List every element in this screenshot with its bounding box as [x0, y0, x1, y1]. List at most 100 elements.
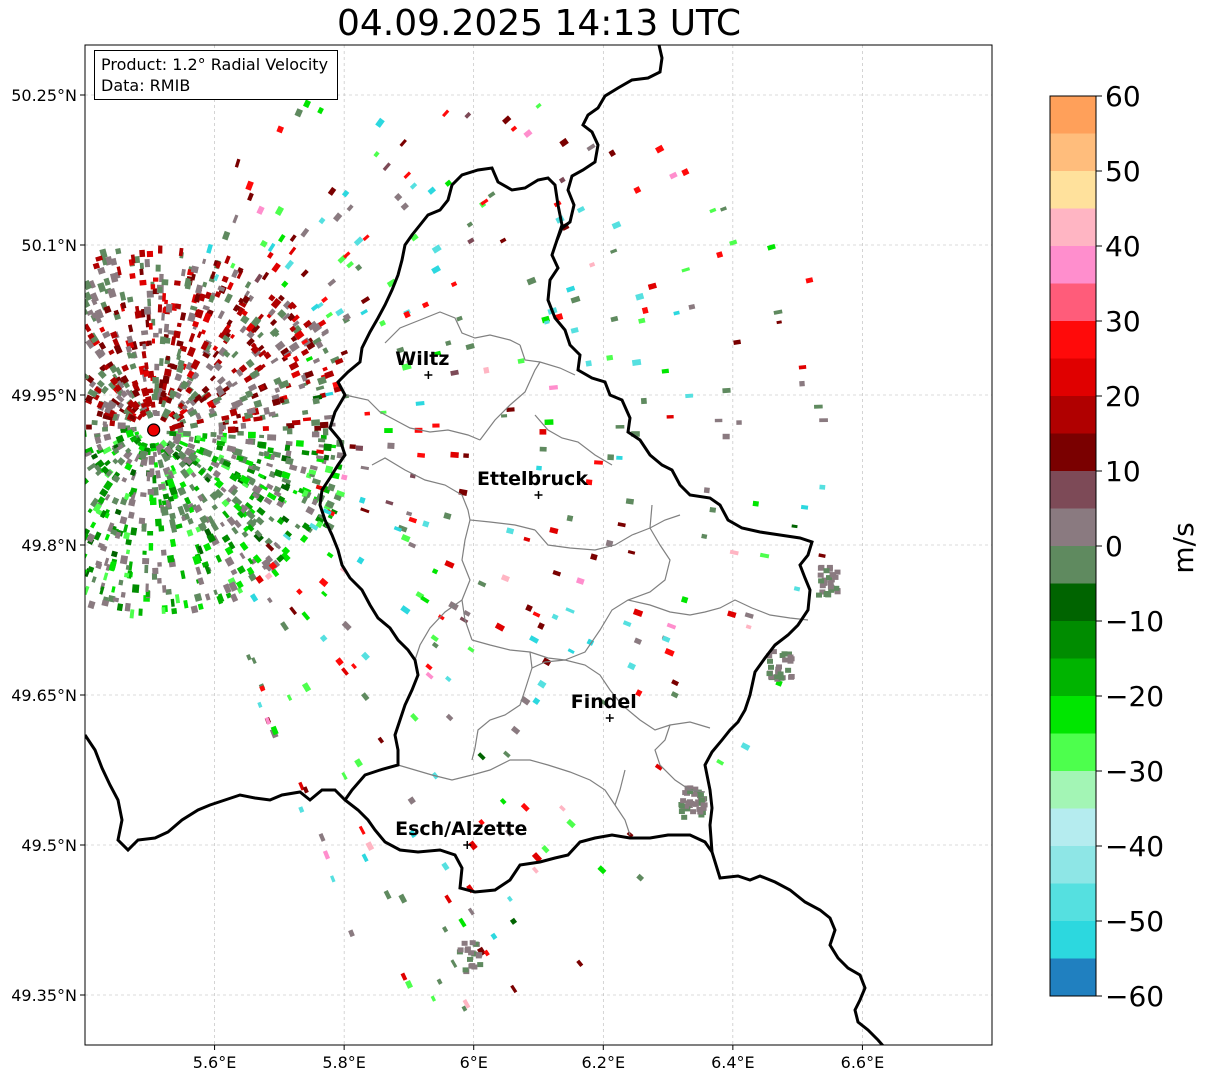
echo-pixel [827, 584, 834, 590]
echo-pixel [164, 337, 171, 344]
echo-pixel [605, 539, 614, 548]
echo-pixel [759, 552, 770, 559]
tick-label-lon: 5.6°E [193, 1053, 237, 1072]
echo-pixel [202, 281, 208, 288]
echo-pixel [239, 474, 251, 485]
echo-pixel [239, 552, 246, 560]
echo-pixel [187, 452, 198, 462]
echo-pixel [251, 518, 258, 524]
echo-pixel [134, 431, 140, 436]
echo-pixel [121, 364, 130, 372]
echo-pixel [654, 763, 663, 771]
echo-pixel [206, 399, 215, 408]
echo-pixel [226, 281, 234, 291]
echo-pixel [450, 281, 458, 288]
echo-pixel [206, 243, 213, 254]
echo-pixel [241, 482, 249, 489]
echo-pixel [322, 347, 329, 355]
echo-pixel [157, 562, 162, 567]
echo-pixel [94, 464, 102, 472]
echo-pixel [322, 366, 328, 372]
echo-pixel [698, 812, 705, 818]
echo-pixel [397, 524, 408, 533]
echo-pixel [793, 586, 801, 592]
echo-pixel [245, 358, 255, 369]
echo-pixel [240, 422, 247, 429]
echo-pixel [215, 261, 222, 269]
tick-label-lat: 50.1°N [21, 236, 77, 255]
echo-pixel [818, 578, 825, 584]
echo-pixel [161, 408, 172, 419]
echo-pixel [463, 610, 471, 617]
echo-pixel [477, 962, 484, 968]
echo-pixel [464, 111, 472, 119]
echo-pixel [301, 489, 309, 499]
echo-pixel [445, 675, 452, 683]
colorbar-tick-label: −50 [1105, 905, 1164, 938]
echo-pixel [123, 531, 131, 540]
echo-pixel [180, 380, 190, 390]
echo-pixel [627, 662, 636, 671]
echo-pixel [330, 508, 338, 515]
echo-pixel [532, 611, 541, 618]
echo-pixel [576, 577, 585, 585]
echo-pixel [230, 593, 239, 603]
echo-pixel [319, 634, 328, 643]
echo-pixel [819, 418, 828, 423]
echo-pixel [740, 742, 751, 751]
echo-pixel [144, 564, 149, 574]
echo-pixel [216, 444, 224, 451]
echo-pixel [768, 674, 775, 680]
echo-pixel [268, 411, 276, 417]
echo-pixel [96, 410, 104, 418]
echo-pixel [268, 308, 276, 317]
echo-pixel [477, 752, 486, 761]
echo-pixel [99, 326, 106, 333]
echo-pixel [229, 333, 236, 340]
echo-pixel [226, 445, 236, 453]
echo-pixel [210, 459, 220, 469]
echo-pixel [139, 268, 144, 276]
tick-label-lon: 6.6°E [841, 1053, 885, 1072]
echo-pixel [480, 198, 489, 206]
colorbar-band [1050, 508, 1096, 547]
echo-pixel [320, 434, 327, 440]
echo-pixel [286, 312, 296, 322]
echo-pixel [611, 220, 622, 230]
echo-pixel [231, 526, 239, 535]
echo-pixel [271, 398, 281, 407]
echo-pixel [212, 345, 219, 352]
echo-pixel [531, 852, 543, 863]
echo-pixel [85, 585, 90, 596]
echo-pixel [631, 431, 640, 437]
echo-pixel [125, 389, 133, 398]
echo-pixel [291, 314, 300, 323]
colorbar-band [1050, 696, 1096, 734]
echo-pixel [103, 433, 112, 441]
echo-pixel [383, 889, 392, 900]
echo-pixel [103, 572, 109, 581]
echo-pixel [147, 531, 154, 536]
echo-pixel [147, 489, 154, 495]
echo-pixel [671, 679, 680, 687]
echo-pixel [295, 440, 304, 447]
echo-pixel [127, 324, 134, 333]
echo-pixel [127, 511, 135, 519]
echo-pixel [280, 551, 291, 563]
echo-pixel [318, 217, 326, 225]
echo-pixel [103, 277, 111, 286]
echo-pixel [231, 350, 239, 359]
echo-pixel [396, 346, 405, 354]
echo-pixel [444, 179, 453, 187]
echo-pixel [131, 379, 139, 387]
echo-pixel [445, 340, 452, 347]
echo-pixel [403, 310, 411, 319]
echo-pixel [169, 512, 177, 520]
echo-pixel [257, 701, 263, 708]
echo-pixel [351, 663, 357, 670]
echo-pixel [126, 335, 134, 344]
echo-pixel [126, 296, 134, 303]
echo-pixel [280, 347, 291, 357]
echo-pixel [505, 828, 514, 837]
echo-pixel [99, 509, 107, 519]
